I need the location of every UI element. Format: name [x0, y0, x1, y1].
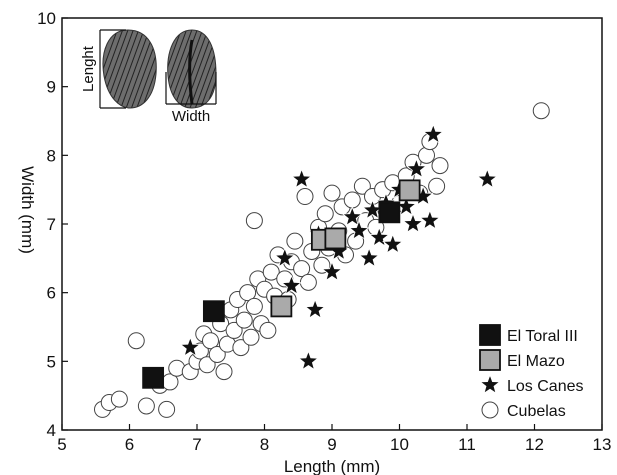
- point-cubelas: [208, 345, 226, 363]
- y-tick-label: 7: [47, 215, 56, 234]
- point-los-canes: [422, 123, 444, 144]
- point-los-canes: [341, 205, 363, 227]
- point-los-canes: [321, 260, 343, 282]
- point-el-toral-iii: [378, 201, 401, 224]
- point-cubelas: [316, 205, 334, 223]
- point-los-canes: [348, 219, 370, 240]
- point-cubelas: [323, 184, 341, 202]
- point-los-canes: [304, 298, 326, 319]
- point-los-canes: [382, 233, 404, 254]
- point-los-canes: [291, 168, 313, 189]
- point-cubelas: [428, 177, 446, 195]
- point-cubelas: [259, 321, 277, 339]
- point-los-canes: [358, 247, 380, 268]
- y-tick-label: 9: [47, 78, 56, 97]
- legend-label-los-canes: Los Canes: [507, 378, 584, 395]
- legend-label-el-mazo: El Mazo: [507, 353, 565, 370]
- shell-aperture: [188, 39, 194, 105]
- point-cubelas: [353, 177, 371, 195]
- x-tick-label: 9: [327, 435, 336, 454]
- x-axis-title: Length (mm): [284, 457, 380, 475]
- point-el-mazo: [270, 295, 293, 318]
- point-cubelas: [431, 157, 449, 175]
- point-el-mazo: [324, 227, 347, 250]
- point-cubelas: [293, 260, 311, 278]
- shell-inset: Lenght Width: [80, 29, 217, 125]
- point-cubelas: [245, 212, 263, 230]
- point-cubelas: [137, 397, 155, 415]
- data-marks: [94, 102, 550, 418]
- point-los-canes: [476, 168, 498, 189]
- point-los-canes: [368, 226, 390, 247]
- x-axis: 5 6 7 8 9 10 11 12 13: [57, 424, 611, 454]
- length-label: Lenght: [80, 45, 97, 92]
- y-tick-label: 8: [47, 146, 56, 165]
- legend-marker-cubelas: [481, 401, 499, 419]
- point-cubelas: [239, 284, 257, 302]
- shell-ventral-image: [167, 29, 217, 109]
- legend-label-cubelas: Cubelas: [507, 403, 566, 420]
- y-axis: 4 5 6 7 8 9 10: [37, 9, 68, 440]
- point-cubelas: [245, 297, 263, 315]
- point-cubelas: [127, 332, 145, 350]
- legend-marker-el-mazo: [479, 349, 501, 371]
- point-el-toral-iii: [142, 366, 165, 389]
- point-los-canes: [280, 274, 303, 295]
- x-tick-label: 13: [593, 435, 612, 454]
- point-cubelas: [299, 273, 317, 291]
- point-los-canes: [179, 336, 201, 357]
- legend-marker-los-canes: [479, 373, 501, 395]
- point-cubelas: [262, 263, 280, 281]
- x-tick-label: 10: [390, 435, 409, 454]
- point-el-toral-iii: [202, 300, 225, 323]
- legend-label-el-toral-iii: El Toral III: [507, 328, 578, 345]
- point-los-canes: [405, 157, 427, 179]
- point-cubelas: [242, 328, 260, 346]
- point-los-canes: [419, 209, 441, 230]
- point-cubelas: [202, 332, 219, 350]
- point-cubelas: [215, 363, 233, 381]
- x-tick-label: 6: [125, 435, 134, 454]
- point-los-canes: [297, 350, 319, 371]
- x-tick-label: 12: [525, 435, 544, 454]
- point-cubelas: [158, 400, 176, 418]
- point-cubelas: [225, 321, 243, 339]
- y-tick-label: 5: [47, 352, 56, 371]
- y-tick-label: 6: [47, 284, 56, 303]
- point-cubelas: [235, 311, 253, 329]
- y-tick-label: 10: [37, 9, 56, 28]
- point-los-canes: [402, 212, 424, 234]
- point-cubelas: [110, 390, 128, 408]
- point-cubelas: [532, 102, 550, 120]
- x-tick-label: 11: [458, 435, 476, 454]
- x-tick-label: 8: [260, 435, 269, 454]
- y-tick-label: 4: [47, 421, 56, 440]
- shell-dorsal-image: [102, 29, 157, 109]
- x-tick-label: 5: [57, 435, 66, 454]
- point-cubelas: [198, 356, 216, 374]
- point-el-mazo: [398, 179, 421, 202]
- point-cubelas: [296, 188, 314, 206]
- x-tick-label: 7: [192, 435, 201, 454]
- point-cubelas: [286, 232, 304, 250]
- point-cubelas: [343, 191, 361, 209]
- legend-marker-el-toral-iii: [479, 324, 501, 346]
- point-cubelas: [232, 339, 250, 357]
- point-los-canes: [274, 247, 296, 268]
- width-label: Width: [172, 108, 210, 125]
- y-axis-title: Width (mm): [18, 166, 37, 254]
- legend: El Toral III El Mazo Los Canes Cubelas: [479, 324, 584, 420]
